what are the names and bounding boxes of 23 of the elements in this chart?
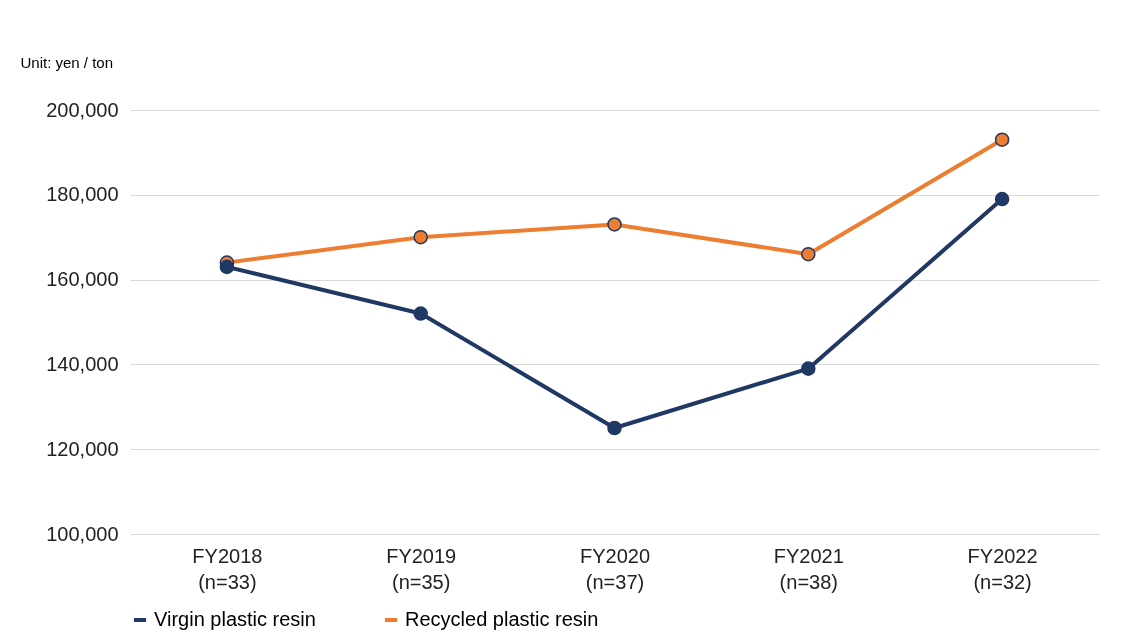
legend-label: Virgin plastic resin — [154, 608, 316, 630]
point — [219, 259, 235, 275]
legend-label: Recycled plastic resin — [405, 608, 599, 630]
y-tick-label: 100,000 — [46, 522, 119, 545]
point — [413, 229, 428, 245]
point — [801, 361, 816, 376]
y-tick-label: 140,000 — [46, 352, 119, 375]
x-tick-label: FY2021 (n=38) — [773, 544, 844, 593]
point — [413, 306, 428, 321]
y-tick-label: 180,000 — [46, 183, 119, 206]
x-tick-label: FY2019 (n=35) — [386, 544, 457, 593]
y-tick-label: 200,000 — [46, 98, 119, 121]
point — [607, 217, 622, 232]
x-tick-label: FY2020 (n=37) — [579, 544, 651, 593]
point — [607, 420, 622, 436]
x-tick-label: FY2022 (n=32) — [967, 544, 1038, 593]
y-axis-title: Unit: yen / ton — [20, 53, 114, 71]
point — [994, 191, 1010, 207]
x-tick-label: FY2018 (n=33) — [192, 544, 263, 593]
point — [994, 132, 1010, 147]
y-tick-label: 160,000 — [46, 268, 119, 291]
point — [801, 246, 816, 262]
y-tick-label: 120,000 — [46, 437, 119, 460]
